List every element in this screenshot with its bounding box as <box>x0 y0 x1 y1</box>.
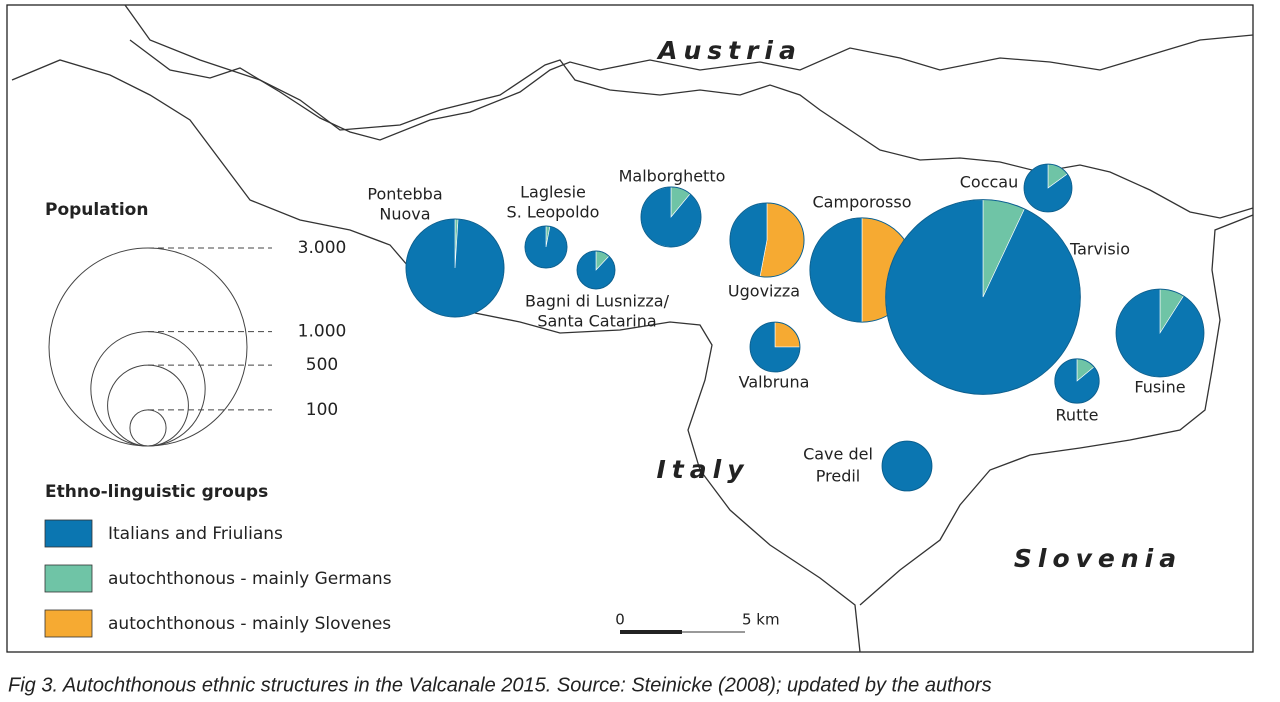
place-label: Laglesie <box>520 183 586 202</box>
legend-label: Italians and Friulians <box>108 524 283 544</box>
place-label: S. Leopoldo <box>507 203 600 222</box>
population-circle <box>129 409 167 447</box>
pie-outline <box>885 199 1081 395</box>
pie-slice <box>882 441 932 491</box>
place-label: Pontebba <box>367 185 442 204</box>
legend-swatch <box>44 519 93 548</box>
pie-outline <box>881 440 933 492</box>
legend-swatch <box>44 609 93 638</box>
population-circle <box>90 331 206 447</box>
population-label: 1.000 <box>298 322 347 342</box>
place-label: Ugovizza <box>728 282 800 301</box>
population-circle <box>48 247 248 447</box>
caption: Fig 3. Autochthonous ethnic structures i… <box>8 674 992 696</box>
pie-outline <box>729 202 805 278</box>
groups-title: Ethno-linguistic groups <box>45 482 268 502</box>
pie-outline <box>1023 163 1073 213</box>
place-label: Fusine <box>1134 378 1185 397</box>
pie-outline <box>1054 358 1100 404</box>
scale-segment <box>620 630 682 634</box>
country-label: Italy <box>657 455 750 484</box>
pie-outline <box>1115 288 1205 378</box>
population-label: 100 <box>306 400 338 420</box>
population-circle <box>107 364 189 447</box>
place-label: Camporosso <box>813 193 912 212</box>
legend-label: autochthonous - mainly Slovenes <box>108 614 391 634</box>
pie-outline <box>524 225 568 269</box>
population-label: 3.000 <box>298 238 347 258</box>
place-label: Tarvisio <box>1069 240 1130 259</box>
pie-outline <box>640 186 702 248</box>
place-label: Coccau <box>960 173 1019 192</box>
country-label: Austria <box>656 36 802 65</box>
pie-slice <box>809 217 863 323</box>
legend-swatch <box>44 564 93 593</box>
pie-outline <box>405 218 505 318</box>
pie-slice <box>729 202 768 277</box>
place-label: Rutte <box>1056 406 1099 425</box>
pie-outline <box>749 321 801 373</box>
place-label: Predil <box>816 467 860 486</box>
population-title: Population <box>45 200 148 220</box>
frame <box>6 4 1254 653</box>
place-label: Bagni di Lusnizza/ <box>525 292 670 311</box>
border-slovenia <box>859 214 1254 606</box>
legend-label: autochthonous - mainly Germans <box>108 569 392 589</box>
border-italy <box>11 59 861 653</box>
border-upper <box>129 34 1254 141</box>
place-label: Santa Catarina <box>537 312 656 331</box>
pie-slice <box>885 199 1081 395</box>
place-label: Cave del <box>803 445 873 464</box>
population-label: 500 <box>306 355 338 375</box>
scale-end: 5 km <box>742 611 780 629</box>
scale-start: 0 <box>615 611 625 629</box>
scale-bar: 0 5 km <box>615 611 780 634</box>
country-label: Slovenia <box>1014 544 1182 573</box>
place-label: Valbruna <box>739 373 810 392</box>
border-austria <box>124 4 1254 219</box>
place-label: Nuova <box>379 205 430 224</box>
place-label: Malborghetto <box>619 167 726 186</box>
pie-outline <box>576 250 616 290</box>
